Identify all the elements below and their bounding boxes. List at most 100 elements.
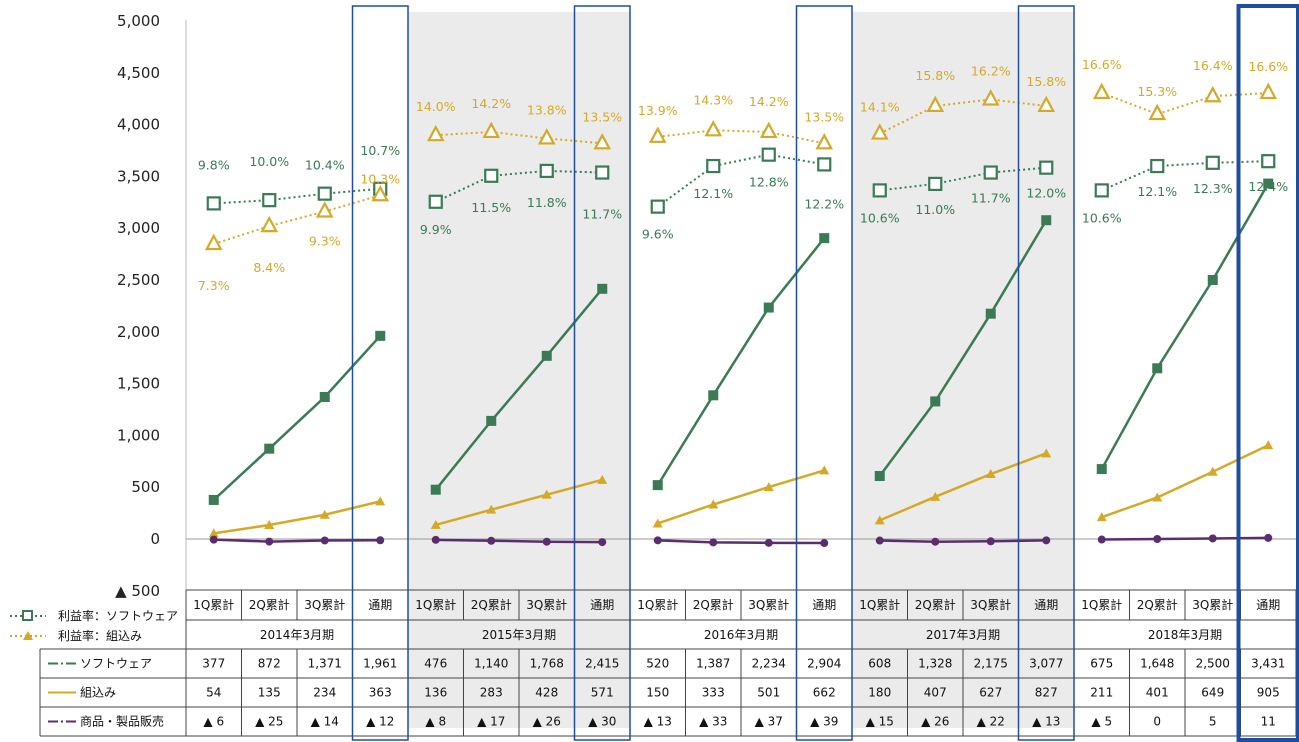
series-line-software	[1100, 182, 1270, 470]
data-point-software	[319, 391, 330, 402]
data-point-margin-embedded	[1037, 95, 1056, 113]
table-cell-value: 377	[202, 657, 225, 671]
data-point-margin-embedded	[870, 123, 889, 140]
data-point-margin-embedded	[426, 124, 445, 142]
table-cell-value: 11	[1261, 715, 1276, 729]
table-cell-value: 476	[424, 657, 447, 671]
table-cell-value: 1,371	[308, 657, 342, 671]
y-tick-label: 4,500	[117, 64, 160, 82]
table-cell-value: 649	[1201, 686, 1224, 700]
data-label-margin-software: 9.9%	[420, 222, 452, 237]
data-point-margin-embedded	[204, 233, 223, 251]
data-point-products	[376, 536, 385, 545]
data-label-margin-software: 12.1%	[693, 186, 733, 201]
full-year-highlight-box	[1236, 4, 1299, 742]
data-label-margin-embedded: 13.8%	[527, 102, 567, 117]
table-cell-value: 3,077	[1029, 657, 1063, 671]
data-point-software	[1207, 275, 1218, 285]
data-label-margin-embedded: 13.5%	[804, 109, 844, 124]
data-point-products	[986, 537, 995, 546]
data-point-embedded	[375, 496, 386, 506]
data-point-products	[431, 535, 440, 544]
data-point-embedded	[1207, 466, 1218, 476]
table-cell-value: 283	[480, 686, 503, 700]
table-cell-value: ▲ 22	[977, 715, 1005, 729]
table-cell-value: 662	[813, 686, 836, 700]
legend-label-margin-software: 利益率：ソフトウェア	[58, 608, 178, 623]
table-cell-value: 501	[757, 686, 780, 700]
table-cell-value: 150	[646, 686, 669, 700]
fiscal-year-label: 2017年3月期	[926, 628, 1000, 642]
table-cell-value: 428	[535, 686, 558, 700]
data-point-margin-software	[1150, 158, 1165, 174]
fiscal-year-label: 2014年3月期	[260, 628, 334, 642]
data-point-margin-software	[595, 165, 610, 180]
data-point-margin-embedded	[1203, 85, 1222, 103]
fiscal-year-label: 2018年3月期	[1148, 628, 1222, 642]
quarter-header: 2Q累計	[693, 597, 734, 612]
table-cell-value: 5	[1209, 715, 1217, 729]
quarter-header: 通期	[1034, 598, 1058, 612]
data-label-margin-software: 10.0%	[249, 154, 289, 169]
data-label-margin-embedded: 14.1%	[860, 100, 900, 115]
table-cell-value: 827	[1035, 686, 1058, 700]
series-line-embedded	[657, 469, 825, 525]
data-point-products	[1097, 535, 1106, 544]
series-line-margin-software	[435, 169, 603, 203]
data-point-products	[709, 538, 718, 547]
data-point-products	[1208, 534, 1217, 543]
data-point-margin-embedded	[981, 89, 1000, 106]
series-line-margin-embedded	[213, 194, 381, 245]
data-point-embedded	[208, 528, 219, 538]
series-line-margin-embedded	[657, 129, 825, 145]
quarter-header: 1Q累計	[1081, 597, 1122, 612]
table-cell-value: 1,768	[530, 657, 564, 671]
data-point-margin-embedded	[815, 132, 834, 150]
data-label-margin-embedded: 16.4%	[1193, 58, 1233, 73]
table-cell-value: 136	[424, 686, 447, 700]
data-label-margin-embedded: 14.2%	[471, 96, 511, 111]
data-point-margin-software	[928, 176, 943, 192]
data-label-margin-software: 11.7%	[971, 191, 1011, 206]
data-point-margin-embedded	[704, 119, 723, 137]
table-cell-value: 211	[1090, 686, 1113, 700]
table-cell-value: 0	[1153, 715, 1161, 729]
data-point-software	[430, 484, 441, 495]
table-cell-value: 627	[979, 686, 1002, 700]
data-point-software	[985, 308, 996, 319]
table-cell-value: 872	[258, 657, 281, 671]
data-point-embedded	[652, 518, 663, 528]
data-point-products	[764, 538, 773, 547]
data-point-embedded	[1041, 448, 1052, 458]
data-point-embedded	[541, 489, 552, 499]
y-tick-label: 4,000	[117, 116, 160, 134]
data-point-embedded	[1096, 512, 1107, 522]
data-point-software	[264, 443, 275, 454]
table-cell-value: ▲ 12	[366, 715, 394, 729]
data-point-embedded	[597, 474, 608, 484]
data-point-margin-embedded	[537, 128, 556, 145]
data-label-margin-embedded: 16.2%	[971, 63, 1011, 78]
data-point-software	[541, 350, 552, 361]
legend-label-embedded: 組込み	[80, 686, 116, 700]
quarter-header: 通期	[368, 598, 392, 612]
data-point-software	[708, 390, 719, 401]
quarter-header: 3Q累計	[526, 597, 567, 612]
data-label-margin-software: 9.6%	[642, 227, 674, 242]
quarter-header: 2Q累計	[1137, 597, 1178, 612]
table-cell-value: 608	[868, 657, 891, 671]
data-point-margin-embedded	[1148, 103, 1167, 121]
y-tick-label: 3,000	[117, 219, 160, 237]
data-label-margin-software: 12.1%	[1137, 184, 1177, 199]
table-cell-value: 54	[206, 686, 221, 700]
data-label-margin-embedded: 15.3%	[1137, 84, 1177, 99]
data-point-software	[874, 471, 885, 482]
data-point-margin-software	[650, 199, 665, 214]
table-cell-value: 1,648	[1140, 657, 1174, 671]
data-label-margin-software: 12.4%	[1248, 179, 1288, 194]
data-label-margin-software: 11.5%	[471, 200, 511, 215]
quarter-header: 2Q累計	[471, 597, 512, 612]
quarter-header: 通期	[812, 598, 836, 612]
data-point-software	[763, 302, 774, 313]
